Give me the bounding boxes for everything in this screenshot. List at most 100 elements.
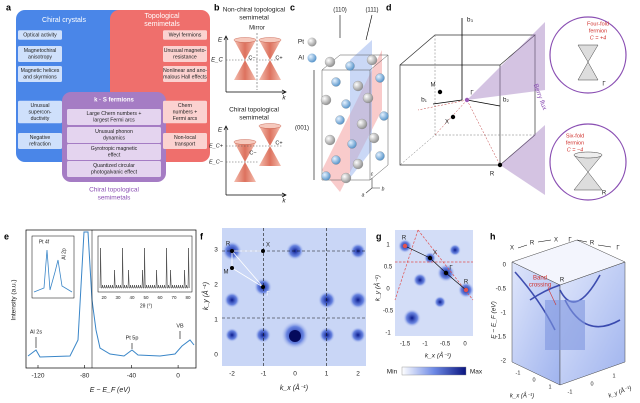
label: b₃: [467, 17, 474, 24]
label: Band: [533, 276, 547, 282]
label: Γ: [470, 91, 474, 97]
z-tick-label: -1.5: [496, 335, 507, 341]
pointer: [365, 14, 373, 41]
label: X: [266, 243, 270, 249]
y-tick-label: 3: [214, 247, 218, 254]
intensity-spot: [255, 327, 271, 343]
label: R: [490, 172, 495, 178]
item-text: Unusual magneto-: [164, 48, 207, 54]
panel-label: b: [214, 2, 220, 12]
label: Max: [470, 369, 483, 376]
z-tick-label: -1: [501, 311, 507, 317]
inner-cut: [545, 300, 585, 350]
cone-rim: [258, 123, 282, 129]
item-text: Optical activity: [23, 32, 57, 38]
item-text: Unusual phonon: [95, 129, 133, 135]
k-point: [443, 270, 449, 276]
x-tick-label: 20: [101, 295, 107, 300]
k-point: [402, 243, 408, 249]
item-text: malous Hall effects: [163, 75, 207, 81]
panel-label: f: [200, 231, 204, 241]
arrow: [281, 89, 287, 95]
label: Pt: [298, 39, 304, 46]
band-cone: [234, 40, 256, 60]
cone-rim: [233, 139, 257, 145]
box-title: semimetals: [98, 195, 132, 202]
cube-top-face: [511, 239, 626, 286]
pt-atom: [368, 132, 380, 144]
label: X: [433, 251, 437, 257]
four-fold-cones: [577, 44, 599, 81]
x-tick-label: -40: [127, 373, 137, 380]
panel-title: Chiral topological: [229, 107, 279, 114]
annotation: Mirror: [249, 26, 265, 32]
label: E_C: [211, 58, 223, 64]
box-title: semimetals: [144, 21, 180, 28]
item-box: [67, 127, 161, 143]
label: R: [530, 241, 535, 247]
x-tick-label: 0: [463, 342, 467, 348]
k-path: [404, 245, 467, 291]
bz-paths: [417, 99, 501, 166]
item-box: [67, 109, 161, 125]
panel-label: h: [490, 231, 496, 241]
item-text: Negative: [30, 135, 51, 141]
item-box: [18, 133, 62, 149]
label: (001): [295, 126, 309, 132]
x-tick-label: 70: [171, 295, 177, 300]
box-title: Chiral topological: [89, 187, 139, 194]
al-legend: [307, 53, 317, 63]
pt-atom: [362, 92, 374, 104]
label: k_x (Å⁻¹): [510, 393, 534, 400]
k-point: [230, 249, 234, 253]
label: R: [602, 191, 607, 197]
label: crossing: [529, 283, 551, 289]
pt-atom: [324, 56, 336, 68]
y-tick-label: -0.5: [383, 309, 394, 315]
label: k: [282, 95, 286, 102]
label: Min: [387, 369, 398, 376]
al-atom: [331, 155, 341, 165]
plot-frame: [25, 229, 197, 369]
intensity-spot: [413, 273, 427, 287]
band-cone: [234, 60, 256, 80]
bz-point: [497, 162, 503, 168]
item-box: [163, 46, 207, 62]
label: k_x (Å⁻¹): [425, 351, 451, 360]
item-text: photogalvanic effect: [91, 170, 138, 176]
label: Intensity (a.u.): [11, 279, 18, 320]
label: R: [464, 280, 469, 286]
label: b: [382, 186, 385, 192]
label: k_y (Å⁻¹): [201, 282, 210, 310]
label: k_y (Å⁻¹): [607, 385, 632, 400]
label: C = −4: [567, 147, 584, 153]
x-tick-label: -0.5: [440, 342, 451, 348]
panel-label: d: [386, 2, 392, 12]
label: Γ: [568, 238, 572, 244]
band-cone: [234, 162, 256, 182]
item-text: Chern: [178, 103, 192, 109]
label: c: [371, 171, 374, 177]
al-atom: [375, 73, 385, 83]
berry-wedge: [500, 125, 545, 195]
z-tick-label: -0.5: [496, 287, 507, 293]
al-atom: [375, 151, 385, 161]
box-title: Topological: [144, 13, 179, 20]
al-atom: [335, 115, 345, 125]
label: b₁: [421, 97, 428, 104]
label: R: [560, 278, 565, 284]
arrow: [223, 35, 229, 41]
z-tick-label: 0: [503, 263, 507, 269]
label: E: [218, 37, 223, 44]
x-tick-label: -1: [422, 342, 428, 348]
item-text: Non-local: [174, 135, 196, 141]
y-tick-label: -1: [568, 389, 573, 395]
item-box: [67, 161, 161, 177]
band-cone: [259, 40, 281, 60]
y-tick-label: -1: [385, 331, 391, 337]
pt-atom: [352, 80, 364, 92]
panel-title: semimetal: [239, 15, 269, 22]
intensity-spot: [403, 309, 421, 327]
label: C+: [275, 55, 282, 61]
y-tick-label: 0: [386, 287, 390, 293]
